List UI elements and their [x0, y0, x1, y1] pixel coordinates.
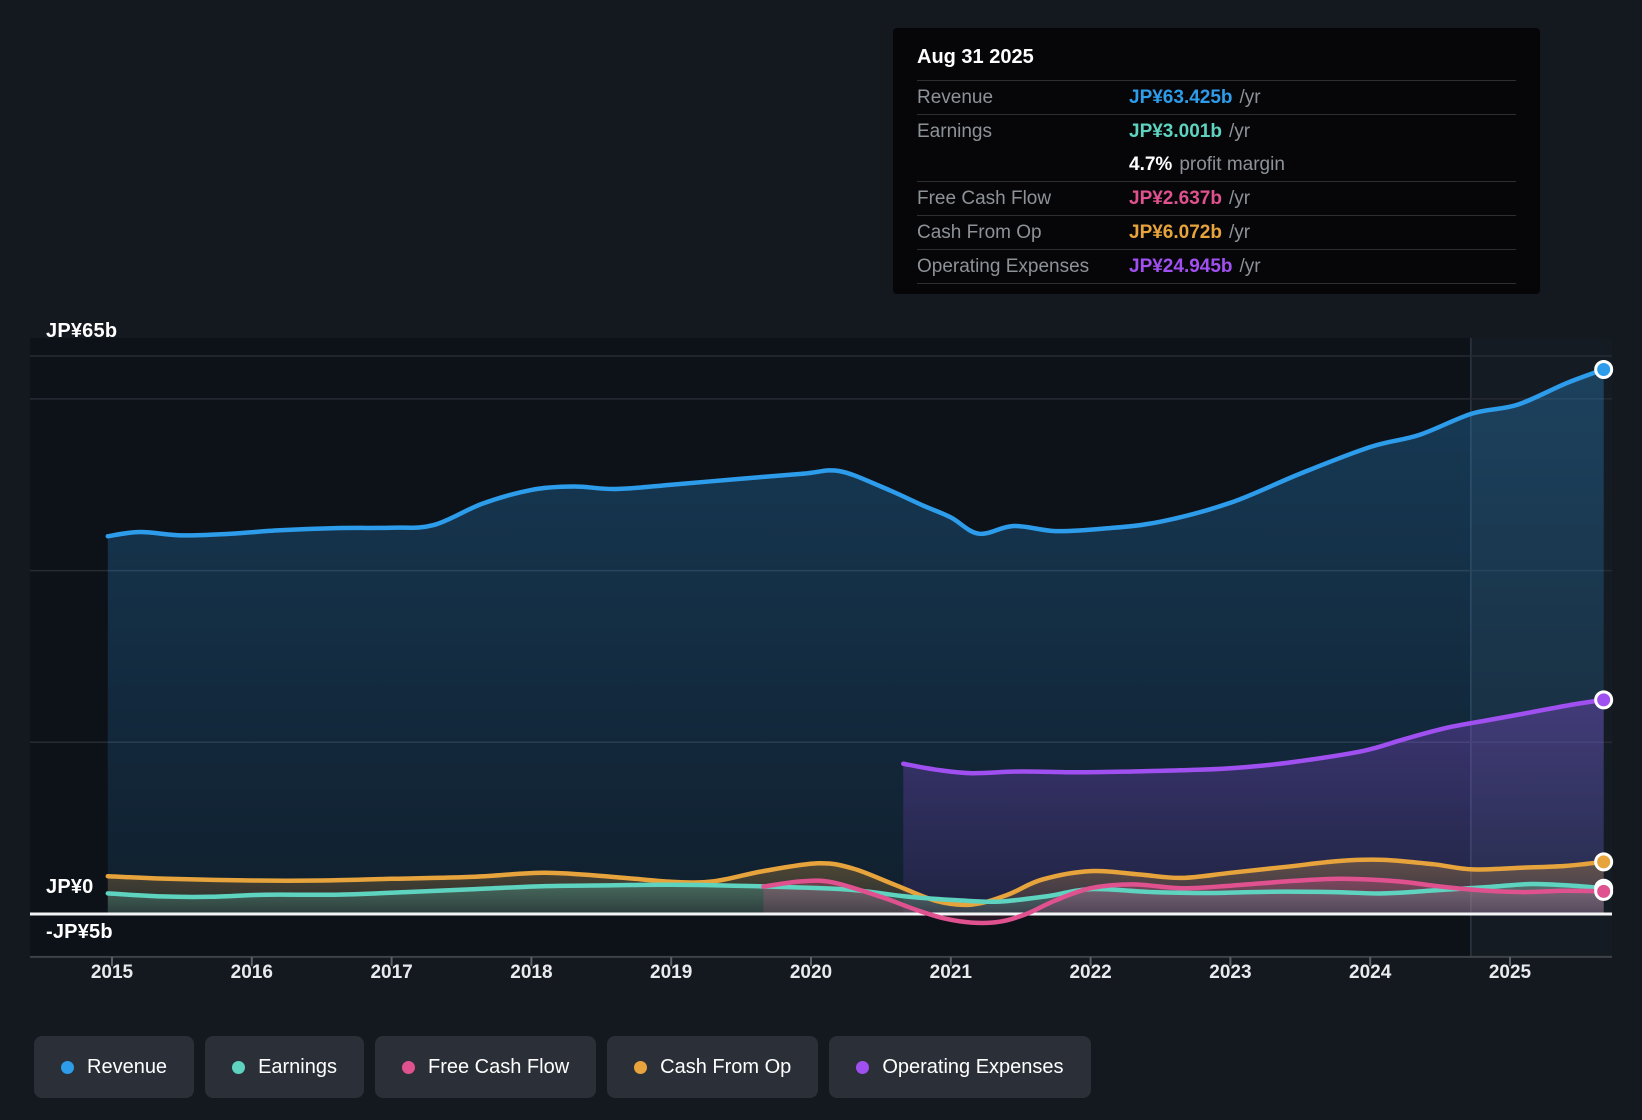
tooltip-suffix: /yr: [1239, 87, 1261, 108]
tooltip-suffix: /yr: [1228, 188, 1251, 209]
y-axis-label-zero: JP¥0: [46, 876, 94, 898]
legend-item-earnings[interactable]: Earnings: [205, 1036, 364, 1098]
tooltip-row-earnings: Earnings JP¥3.001b /yr: [917, 115, 1516, 148]
end-marker-cash-from-op: [1594, 852, 1614, 872]
x-axis-label-2023: 2023: [1209, 962, 1252, 983]
tooltip-label: Free Cash Flow: [917, 188, 1052, 209]
end-marker-revenue: [1594, 359, 1614, 379]
area-free-cash-flow: [763, 878, 1604, 923]
x-axis-label-2025: 2025: [1488, 962, 1532, 983]
x-axis-label-2019: 2019: [650, 962, 693, 983]
tooltip-date: Aug 31 2025: [917, 34, 1516, 81]
tooltip-row-free-cash-flow: Free Cash Flow JP¥2.637b /yr: [917, 182, 1516, 216]
end-marker-free-cash-flow: [1594, 881, 1614, 901]
tooltip-row-revenue: Revenue JP¥63.425b /yr: [917, 81, 1516, 115]
tooltip-suffix: /yr: [1228, 121, 1251, 142]
legend-label: Revenue: [87, 1055, 168, 1078]
free-cash-flow-dot-icon: [402, 1060, 415, 1074]
tooltip-label: Revenue: [917, 87, 994, 108]
tooltip-value: JP¥2.637b: [1129, 188, 1222, 209]
x-axis-label-2017: 2017: [370, 962, 413, 983]
x-axis-label-2022: 2022: [1069, 962, 1112, 983]
y-axis-label-top: JP¥65b: [46, 320, 118, 342]
legend-label: Operating Expenses: [882, 1055, 1064, 1078]
legend-label: Cash From Op: [660, 1055, 792, 1078]
x-axis-label-2016: 2016: [230, 962, 273, 983]
earnings-dot-icon: [232, 1060, 246, 1074]
x-axis-label-2015: 2015: [90, 962, 134, 983]
legend-item-operating-expenses[interactable]: Operating Expenses: [829, 1036, 1091, 1098]
y-axis-label-negative: -JP¥5b: [46, 921, 113, 943]
tooltip-value: JP¥24.945b: [1129, 256, 1233, 277]
tooltip-row-profit-margin: 4.7% profit margin: [917, 148, 1516, 182]
tooltip-value: JP¥3.001b: [1129, 121, 1222, 142]
chart-tooltip: Aug 31 2025 Revenue JP¥63.425b /yr Earni…: [893, 28, 1540, 294]
operating-expenses-dot-icon: [856, 1060, 870, 1074]
x-axis-label-2021: 2021: [929, 962, 972, 983]
tooltip-value: JP¥6.072b: [1129, 222, 1222, 243]
tooltip-label: Cash From Op: [917, 222, 1042, 243]
legend-label: Earnings: [258, 1055, 337, 1078]
chart-legend: Revenue Earnings Free Cash Flow Cash Fro…: [34, 1036, 1091, 1098]
legend-item-free-cash-flow[interactable]: Free Cash Flow: [375, 1036, 597, 1098]
x-axis-label-2018: 2018: [510, 962, 553, 983]
line-revenue: [105, 367, 1606, 539]
line-earnings: [105, 881, 1606, 905]
x-axis-label-2020: 2020: [789, 962, 833, 983]
area-operating-expenses: [903, 699, 1604, 914]
line-operating-expenses: [901, 697, 1606, 776]
tooltip-row-operating-expenses: Operating Expenses JP¥24.945b /yr: [917, 250, 1516, 284]
tooltip-suffix: profit margin: [1179, 154, 1285, 175]
tooltip-value: 4.7%: [1129, 154, 1173, 175]
legend-item-cash-from-op[interactable]: Cash From Op: [607, 1036, 819, 1098]
tooltip-suffix: /yr: [1239, 256, 1261, 277]
tooltip-row-cash-from-op: Cash From Op JP¥6.072b /yr: [917, 216, 1516, 250]
legend-label: Free Cash Flow: [428, 1055, 570, 1078]
x-axis-label-2024: 2024: [1349, 962, 1392, 983]
tooltip-label: Operating Expenses: [917, 256, 1090, 277]
line-free-cash-flow: [761, 876, 1606, 926]
cash-from-op-dot-icon: [634, 1060, 648, 1074]
revenue-dot-icon: [61, 1060, 74, 1074]
legend-item-revenue[interactable]: Revenue: [34, 1036, 195, 1098]
tooltip-label: Earnings: [917, 121, 992, 142]
tooltip-suffix: /yr: [1228, 222, 1251, 243]
tooltip-value: JP¥63.425b: [1129, 87, 1233, 108]
end-marker-operating-expenses: [1594, 690, 1614, 710]
